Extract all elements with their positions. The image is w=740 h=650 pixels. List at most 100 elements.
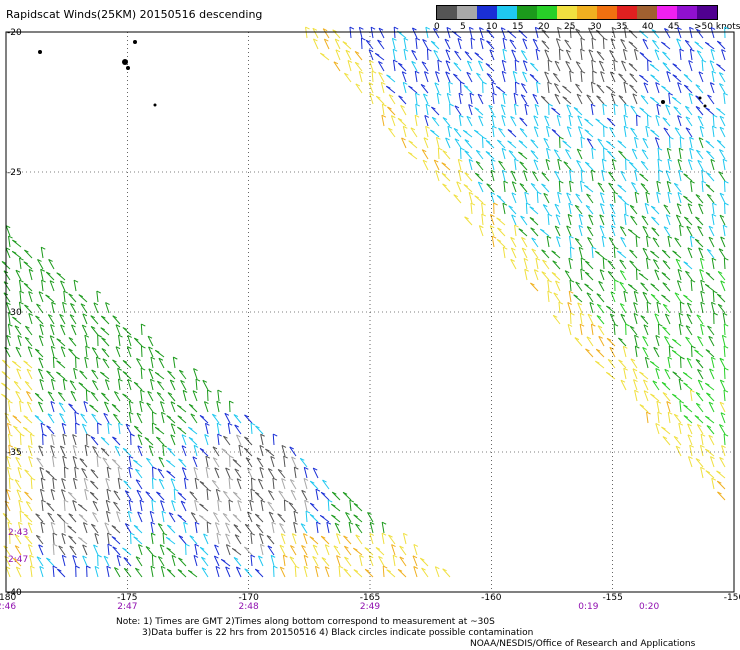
wind-barb-flag [580,180,585,184]
wind-barb-flag [40,521,46,525]
wind-barb-flag [272,433,278,437]
wind-barb-flag [642,291,648,295]
wind-barb [718,171,726,182]
wind-barb-flag [470,202,476,206]
wind-barb-flag [641,149,647,153]
wind-barb-flag [193,466,199,470]
wind-barb-flag [322,28,328,32]
wind-barb [26,368,33,380]
wind-barb [675,258,682,270]
wind-barb-flag [221,558,226,562]
wind-barb-flag [244,546,249,550]
wind-barb-flag [354,50,360,54]
wind-barb [312,544,319,556]
wind-barb-flag [28,291,33,294]
wind-barb [466,72,473,83]
wind-barb-flag [569,235,574,239]
wind-barb [697,226,704,237]
wind-barb-flag [83,401,89,404]
wind-barb [496,195,506,204]
wind-barb-flag [23,261,28,265]
wind-barb-flag [156,436,161,440]
wind-barb [580,257,583,270]
wind-barb-flag [152,554,157,558]
wind-barb-flag [584,283,589,287]
wind-barb [580,49,583,61]
wind-barb [377,39,385,50]
wind-barb [477,93,484,105]
wind-barb-flag [127,379,133,382]
wind-barb-flag [193,368,198,372]
wind-barb [104,401,110,413]
wind-barb-flag [375,547,381,550]
wind-barb [588,49,594,61]
wind-barb-flag [438,147,443,151]
wind-barb [148,445,154,457]
wind-barb [524,269,528,281]
wind-barb [111,536,121,545]
wind-barb [181,467,187,479]
wind-barb-flag [612,158,617,162]
wind-barb [232,491,242,501]
wind-barb-flag [91,369,96,373]
wind-barb-flag [105,379,110,383]
wind-barb [585,348,594,358]
wind-barb [305,510,308,523]
wind-barb [178,535,187,545]
wind-barb-flag [113,413,118,417]
wind-barb-flag [368,49,374,53]
wind-barb [96,455,99,468]
wind-barb-flag [229,455,234,459]
wind-barb-flag [27,401,32,405]
wind-barb [599,192,605,204]
wind-barb [14,545,22,556]
wind-barb-flag [123,557,129,561]
wind-barb-flag [51,433,56,437]
wind-barb-flag [123,567,129,571]
wind-barb-flag [114,391,119,394]
wind-barb [513,104,517,116]
wind-barb-flag [335,49,341,53]
wind-barb [689,236,693,248]
wind-barb [50,489,55,501]
wind-barb-flag [531,237,536,241]
wind-barb [554,203,561,215]
wind-barb-flag [585,205,591,208]
wind-barb [531,237,539,248]
wind-barb-flag [49,280,55,284]
wind-barb [700,434,704,446]
wind-barb [63,521,66,534]
wind-barb-flag [610,313,615,317]
wind-barb [554,60,561,72]
wind-barb [115,324,121,336]
wind-barb [194,544,198,556]
wind-barb-flag [39,466,45,470]
wind-barb [90,315,99,325]
wind-barb [568,291,572,303]
wind-barb [72,478,77,490]
wind-barb-flag [576,93,582,97]
wind-barb [322,28,330,39]
wind-barb-flag [716,470,721,474]
wind-barb-flag [283,554,288,558]
wind-barb-flag [634,389,639,393]
wind-barb [687,423,693,435]
legend-swatch [517,6,537,19]
wind-barb-flag [548,103,553,107]
wind-barb-flag [217,433,222,437]
wind-barb-flag [48,258,53,262]
wind-barb [619,281,627,292]
wind-barb [522,38,528,50]
wind-barb [553,149,561,160]
wind-barb [700,280,704,292]
wind-barb-flag [467,60,472,64]
wind-barb-flag [51,301,56,305]
wind-barb [502,247,506,259]
wind-barb [45,271,55,281]
wind-barb [723,389,726,402]
wind-barb-flag [375,52,380,56]
wind-barb [552,72,561,83]
wind-barb [117,478,121,490]
wind-barb-flag [60,346,66,350]
wind-barb-flag [580,169,586,173]
